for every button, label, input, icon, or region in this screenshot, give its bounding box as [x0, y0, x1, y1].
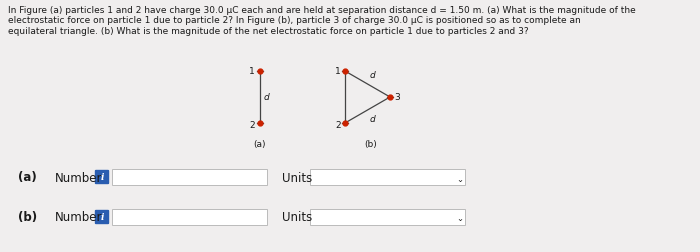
Text: Units: Units [282, 211, 312, 224]
Text: (b): (b) [365, 139, 377, 148]
Text: 1: 1 [335, 66, 341, 75]
Text: (a): (a) [18, 171, 36, 184]
Text: d: d [370, 71, 375, 80]
Text: ⌄: ⌄ [456, 214, 463, 223]
Text: Number: Number [55, 171, 102, 184]
Text: In Figure (a) particles 1 and 2 have charge 30.0 μC each and are held at separat: In Figure (a) particles 1 and 2 have cha… [8, 6, 636, 36]
Text: d: d [370, 115, 375, 123]
FancyBboxPatch shape [95, 171, 108, 184]
Text: 3: 3 [394, 93, 400, 102]
Text: 2: 2 [335, 120, 341, 129]
Text: 2: 2 [249, 120, 255, 129]
Text: d: d [264, 93, 270, 102]
Text: (a): (a) [253, 139, 266, 148]
Bar [310, 209, 465, 225]
Text: Number: Number [55, 211, 102, 224]
FancyBboxPatch shape [95, 211, 108, 224]
Text: 1: 1 [249, 66, 255, 75]
Bar [310, 169, 465, 185]
Text: ⌄: ⌄ [456, 174, 463, 183]
Bar [112, 209, 267, 225]
Text: i: i [100, 213, 104, 222]
Text: (b): (b) [18, 211, 37, 224]
Text: i: i [100, 173, 104, 182]
Text: Units: Units [282, 171, 312, 184]
Bar [112, 169, 267, 185]
